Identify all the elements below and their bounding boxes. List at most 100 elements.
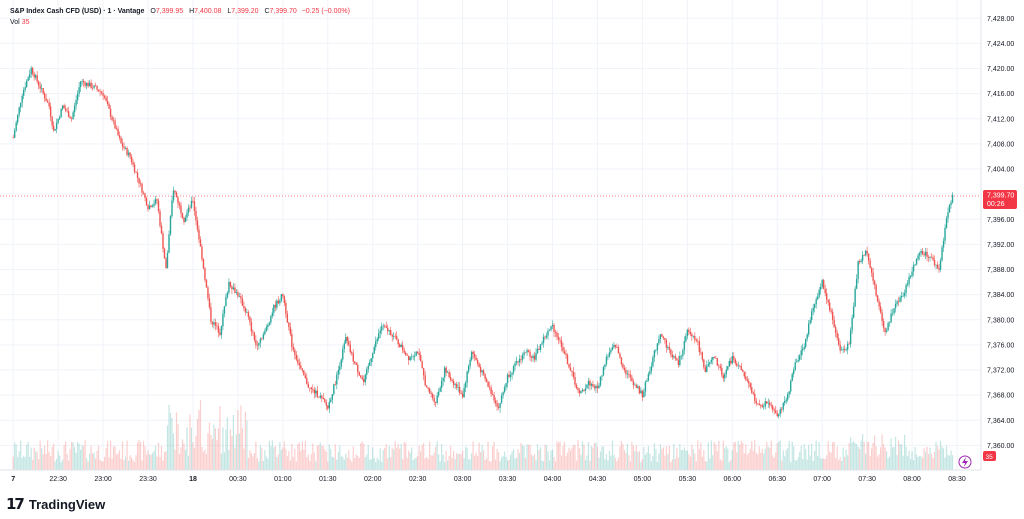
candle-body (944, 228, 945, 241)
candle-body (838, 338, 839, 345)
candle-body (459, 387, 460, 393)
time-axis[interactable]: 7 22:30 23:00 23:30 18 00:30 01:00 01:30 02:00 02… (11, 476, 966, 483)
volume-bar (212, 439, 213, 470)
candle-body (278, 301, 279, 304)
candle-body (869, 261, 870, 268)
candle-body (110, 109, 111, 117)
candle-body (454, 384, 455, 385)
lightning-icon[interactable] (959, 456, 971, 468)
candle-body (405, 353, 406, 355)
candle-body (634, 385, 635, 386)
price-axis[interactable]: 7,428.00 7,424.00 7,420.00 7,416.00 7,412.00… (987, 16, 1014, 450)
candle-body (261, 339, 262, 340)
volume-bar (399, 449, 400, 470)
candle-body (531, 357, 532, 358)
candle-body (916, 259, 917, 264)
candle-body (282, 294, 283, 296)
candle-body (393, 336, 394, 337)
candle-body (732, 356, 733, 363)
candle-body (783, 403, 784, 410)
candle-body (300, 365, 301, 368)
candle-body (576, 385, 577, 388)
candle-body (528, 350, 529, 352)
candle-body (323, 398, 324, 399)
symbol-name[interactable]: S&P Index Cash CFD (USD) · 1 · Vantage (10, 8, 144, 15)
volume-bar (243, 449, 244, 470)
candle-body (258, 343, 259, 346)
volume-bar (645, 455, 646, 470)
candle-body (320, 396, 321, 398)
volume-bar (228, 450, 229, 470)
volume-bar (122, 442, 123, 470)
volume-bar (168, 405, 169, 470)
volume-bar (679, 444, 680, 470)
candle-body (691, 334, 692, 336)
volume-bar (282, 448, 283, 470)
volume-bar (604, 459, 605, 470)
candle-body (768, 403, 769, 404)
tradingview-logo[interactable]: 17 TradingView (6, 494, 105, 514)
price-tick-label: 7,388.00 (987, 267, 1014, 274)
volume-bar (853, 441, 854, 470)
volume-bar (383, 450, 384, 470)
volume-bar (126, 440, 127, 470)
candle-body (430, 393, 431, 394)
candle-body (799, 356, 800, 360)
volume-bar (77, 442, 78, 470)
candle-body (84, 82, 85, 85)
candle-body (862, 255, 863, 261)
volume-bar (738, 441, 739, 470)
volume-bar (110, 441, 111, 470)
candle-body (699, 341, 700, 352)
volume-bar (219, 406, 220, 470)
candle-body (585, 388, 586, 390)
volume-bar (700, 443, 701, 470)
volume-bar (658, 453, 659, 470)
candle-body (288, 322, 289, 327)
candle-body (390, 330, 391, 335)
candle-body (744, 372, 745, 377)
volume-bar (407, 458, 408, 470)
tradingview-brand: TradingView (29, 497, 105, 512)
candle-body (928, 257, 929, 258)
last-price-tag: 7,399.70 00:26 (983, 190, 1017, 209)
volume-bar (917, 457, 918, 470)
candle-body (149, 206, 150, 210)
candle-body (359, 372, 360, 375)
volume-bar (443, 455, 444, 470)
volume-bar (522, 445, 523, 470)
candle-body (595, 386, 596, 388)
volume-bar (889, 456, 890, 470)
candle-body (329, 402, 330, 408)
price-tick-label: 7,416.00 (987, 91, 1014, 98)
candle-body (561, 341, 562, 347)
candle-body (708, 364, 709, 365)
volume-bar (338, 452, 339, 470)
volume-bar (297, 444, 298, 470)
volume-bar (315, 461, 316, 470)
volume-bar (944, 458, 945, 470)
volume-bar (14, 443, 15, 470)
volume-bar (116, 455, 117, 470)
candle-body (875, 285, 876, 296)
candle-body (775, 410, 776, 412)
volume-bar (868, 442, 869, 470)
volume-bar (455, 459, 456, 470)
volume-bar (811, 444, 812, 470)
time-tick-label: 04:00 (544, 476, 562, 483)
candle-body (643, 392, 644, 398)
volume-bar (723, 441, 724, 470)
candle-body (480, 367, 481, 372)
candle-body (777, 413, 778, 416)
volume-bar (28, 442, 29, 470)
candle-body (156, 199, 157, 200)
volume-bar (237, 410, 238, 470)
candle-body (481, 370, 482, 372)
candle-body (787, 394, 788, 399)
volume-bar (49, 452, 50, 470)
volume-bar (588, 442, 589, 470)
time-tick-label: 01:30 (319, 476, 337, 483)
candle-body (406, 355, 407, 356)
candle-body (77, 94, 78, 101)
